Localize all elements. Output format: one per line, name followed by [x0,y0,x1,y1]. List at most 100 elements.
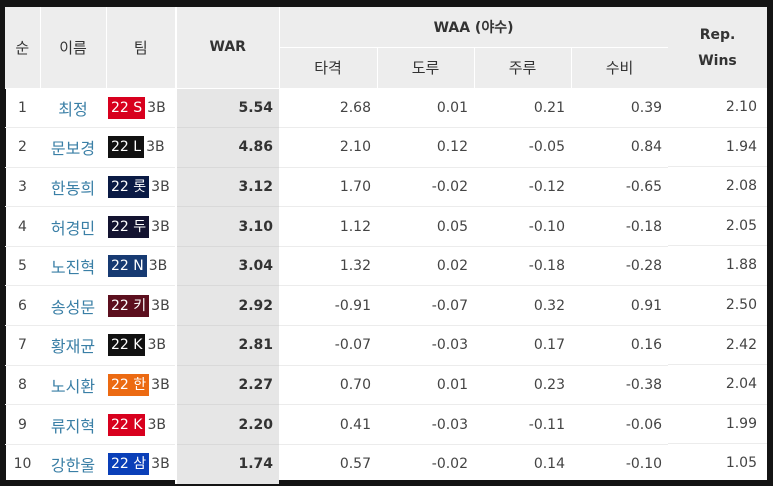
player-name-link[interactable]: 허경민 [40,206,106,247]
player-name-link[interactable]: 류지혁 [40,404,106,445]
steal-value: 0.05 [377,206,474,247]
fielding-value: -0.28 [571,246,669,287]
steal-value: -0.03 [377,404,474,445]
team-badge: 22 롯 [108,175,150,198]
fielding-value: 0.91 [571,285,669,327]
player-name-link[interactable]: 송성문 [40,285,106,327]
position-label: 3B [147,337,166,354]
player-name-link[interactable]: 노진혁 [40,246,106,287]
table-row: 2 문보경 22 L 3B 4.86 2.10 0.12 -0.05 0.84 [5,127,669,168]
position-label: 3B [146,139,165,156]
team-cell: 22 K 3B [106,325,176,366]
header-name[interactable]: 이름 [40,7,107,89]
rank-cell: 1 [5,88,40,129]
team-cell: 22 한 3B [106,365,176,406]
team-year: 22 [111,99,129,116]
rep-wins-value: 2.10 [668,88,767,128]
player-name-link[interactable]: 최정 [40,88,106,129]
running-value: 0.32 [474,285,571,327]
header-team[interactable]: 팀 [106,7,177,89]
table-header: 순 이름 팀 WAR WAA (야수) 타격 도루 주루 수비 [5,7,669,89]
rep-wins-cells: 2.10 1.94 2.08 2.05 1.88 2.50 2.42 2.04 1.99 1.05 [668,88,767,484]
running-value: -0.18 [474,246,571,287]
header-rep-line1: Rep. [699,26,736,43]
rank-cell: 6 [5,285,40,327]
header-rank[interactable]: 순 [5,7,41,89]
rep-wins-value: 1.99 [668,405,767,445]
running-value: 0.17 [474,325,571,366]
player-name-link[interactable]: 황재균 [40,325,106,366]
war-value: 3.04 [175,246,279,287]
running-value: 0.21 [474,88,571,129]
header-rep-line2: Wins [698,52,737,69]
header-war[interactable]: WAR [175,7,280,89]
team-badge: 22 N [108,255,147,278]
team-cell: 22 키 3B [106,285,176,327]
rank-cell: 3 [5,167,40,208]
player-name-link[interactable]: 강한울 [50,456,96,476]
table-row: 8 노시환 22 한 3B 2.27 0.70 0.01 0.23 -0.38 [5,365,669,406]
fielding-value: 0.16 [571,325,669,366]
table-body: 1 최정 22 S 3B 5.54 2.68 0.01 0.21 0.39 2 문보경 22 L 3B 4… [5,88,669,484]
team-year: 22 [111,297,129,314]
rank-cell: 2 [5,127,40,168]
running-value: -0.11 [474,404,571,445]
player-name-link[interactable]: 문보경 [40,127,106,168]
steal-value: 0.01 [377,88,474,129]
war-value: 2.27 [175,365,279,406]
team-year: 22 [111,139,129,156]
table-row: 10 강한울 22 삼 3B 1.74 0.57 -0.02 0.14 -0.10 [5,444,668,484]
position-label: 3B [151,218,170,235]
player-name-link[interactable]: 노시환 [40,365,106,406]
position-label: 3B [151,456,170,473]
steal-value: -0.03 [377,325,474,366]
batting-value: -0.91 [279,285,377,327]
team-year: 22 [111,376,129,393]
team-badge: 22 K [108,413,146,436]
team-badge: 22 두 [108,215,150,238]
table-row: 3 한동희 22 롯 3B 3.12 1.70 -0.02 -0.12 -0.65 [5,167,669,208]
team-cell: 22 롯 3B [106,167,176,208]
header-waa-group: WAA (야수) [279,7,669,48]
team-year: 22 [111,337,129,354]
team-cell: 22 L 3B [106,127,176,168]
table-row: 5 노진혁 22 N 3B 3.04 1.32 0.02 -0.18 -0.28 [5,246,669,287]
team-year: 22 [111,178,129,195]
batting-value: 1.12 [279,206,377,247]
running-value: 0.14 [533,456,565,473]
team-abbr: N [133,258,144,275]
team-year: 22 [111,456,129,473]
position-label: 3B [151,178,170,195]
rep-wins-value: 1.88 [668,246,767,286]
team-abbr: 삼 [133,456,147,473]
header-fielding[interactable]: 수비 [571,47,669,89]
header-running[interactable]: 주루 [474,47,572,89]
rank-cell: 5 [5,246,40,287]
war-value: 3.12 [175,167,279,208]
header-steal[interactable]: 도루 [377,47,475,89]
steal-value: 0.01 [377,365,474,406]
header-batting[interactable]: 타격 [279,47,378,89]
position-label: 3B [147,99,166,116]
rep-wins-value: 1.05 [725,455,757,472]
running-value: -0.12 [474,167,571,208]
team-year: 22 [111,258,129,275]
rep-wins-value: 1.94 [668,128,767,168]
header-rep-wins[interactable]: Rep. Wins [668,7,767,88]
team-year: 22 [111,416,129,433]
fielding-value: -0.18 [571,206,669,247]
rank-cell: 10 [13,456,32,473]
player-name-link[interactable]: 한동희 [40,167,106,208]
table-row: 4 허경민 22 두 3B 3.10 1.12 0.05 -0.10 -0.18 [5,206,669,247]
rank-cell: 8 [5,365,40,406]
position-label: 3B [148,258,168,275]
team-badge: 22 K [108,334,146,357]
running-value: -0.10 [474,206,571,247]
steal-value: -0.07 [377,285,474,327]
running-value: -0.05 [474,127,571,168]
fielding-value: -0.38 [571,365,669,406]
team-badge: 22 S [108,96,146,119]
batting-value: 1.32 [279,246,377,287]
batting-value: 0.41 [279,404,377,445]
